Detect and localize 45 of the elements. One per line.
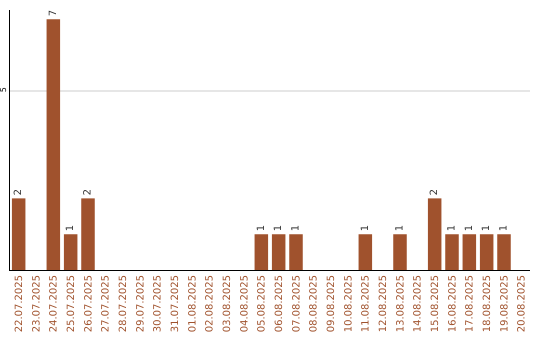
x-tick-label: 07.08.2025 bbox=[291, 275, 302, 332]
x-tick-label: 16.08.2025 bbox=[447, 275, 458, 332]
data-label: 1 bbox=[290, 224, 302, 232]
data-label: 1 bbox=[256, 224, 267, 232]
data-label: 2 bbox=[429, 188, 440, 196]
x-tick-label: 23.07.2025 bbox=[31, 275, 42, 332]
y-tick-label: 5 bbox=[0, 87, 8, 92]
x-tick-label: 27.07.2025 bbox=[100, 275, 112, 332]
data-label: 1 bbox=[394, 224, 406, 232]
x-tick-label: 06.08.2025 bbox=[274, 275, 285, 332]
x-tick-label: 05.08.2025 bbox=[256, 275, 268, 332]
data-label: 2 bbox=[82, 188, 94, 196]
x-tick-label: 08.08.2025 bbox=[308, 275, 320, 332]
x-tick-label: 22.07.2025 bbox=[14, 275, 25, 332]
x-tick-label: 29.07.2025 bbox=[135, 275, 146, 332]
data-label: 1 bbox=[481, 224, 492, 232]
data-label: 2 bbox=[13, 188, 24, 196]
x-tick-label: 03.08.2025 bbox=[222, 275, 233, 332]
data-label: 7 bbox=[48, 10, 59, 16]
x-tick-label: 17.08.2025 bbox=[464, 275, 476, 332]
data-label: 1 bbox=[498, 224, 510, 232]
x-tick-label: 20.08.2025 bbox=[516, 275, 528, 332]
x-tick-label: 24.07.2025 bbox=[48, 275, 60, 332]
x-tick-label: 13.08.2025 bbox=[395, 275, 406, 332]
x-tick-label: 19.08.2025 bbox=[499, 275, 510, 332]
x-tick-label: 25.07.2025 bbox=[66, 275, 77, 332]
x-tick-label: 12.08.2025 bbox=[378, 275, 389, 332]
data-label: 1 bbox=[273, 224, 284, 232]
data-label: 1 bbox=[65, 224, 76, 232]
x-tick-label: 26.07.2025 bbox=[83, 275, 94, 332]
data-label: 1 bbox=[360, 224, 371, 232]
data-label: 1 bbox=[446, 224, 458, 232]
x-tick-label: 14.08.2025 bbox=[412, 275, 424, 332]
x-tick-label: 04.08.2025 bbox=[239, 275, 250, 332]
x-tick-label: 31.07.2025 bbox=[170, 275, 181, 332]
x-tick-label: 01.08.2025 bbox=[187, 275, 198, 332]
x-tick-label: 11.08.2025 bbox=[360, 275, 372, 332]
x-tick-label: 09.08.2025 bbox=[326, 275, 337, 332]
x-tick-label: 28.07.2025 bbox=[118, 275, 129, 332]
x-tick-label: 10.08.2025 bbox=[343, 275, 354, 332]
x-tick-label: 18.08.2025 bbox=[482, 275, 493, 332]
x-tick-label: 15.08.2025 bbox=[430, 275, 441, 332]
x-tick-label: 02.08.2025 bbox=[204, 275, 216, 332]
x-tick-label: 30.07.2025 bbox=[152, 275, 164, 332]
data-label: 1 bbox=[464, 224, 475, 232]
